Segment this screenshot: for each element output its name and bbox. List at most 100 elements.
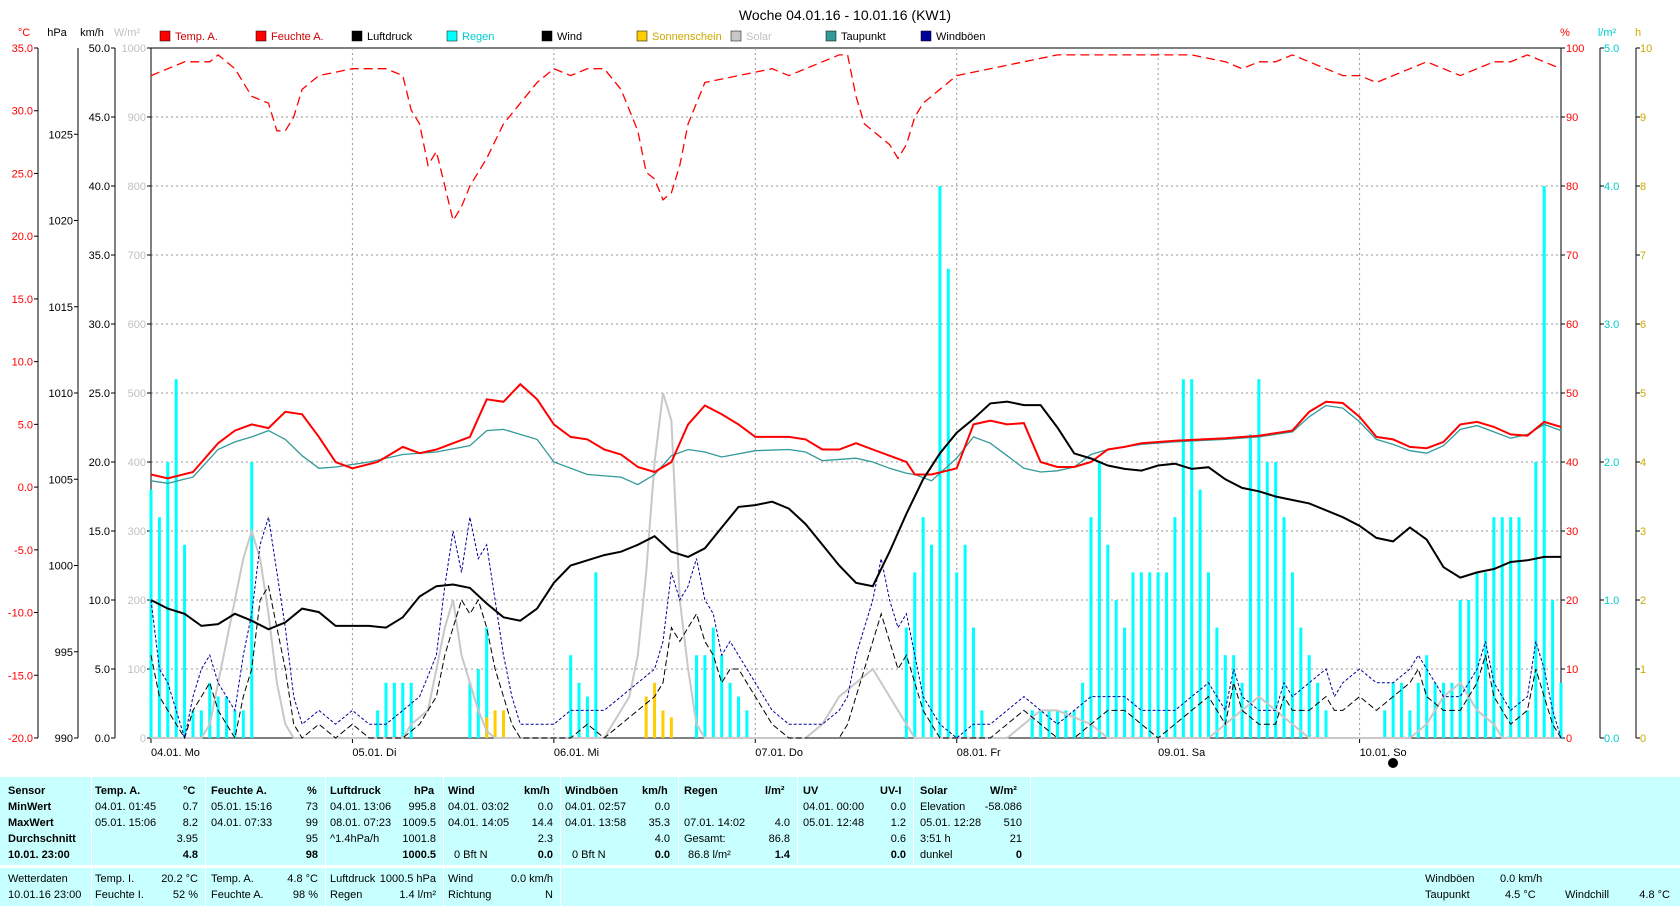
axis-unit-solar_wm2: W/m² xyxy=(114,27,141,39)
rain-bar xyxy=(1467,600,1471,738)
temperature-line xyxy=(150,382,1562,480)
legend-swatch xyxy=(825,30,837,42)
tick-label-sun_h: 5 xyxy=(1640,388,1646,400)
rain-bar xyxy=(1475,572,1479,738)
tick-label-sun_h: 9 xyxy=(1640,112,1646,124)
rain-bar xyxy=(1416,682,1420,738)
rain-bar xyxy=(1064,710,1068,738)
rain-bar xyxy=(174,379,178,738)
stats-panel: Sensor MinWert MaxWert Durchschnitt 10.0… xyxy=(0,777,1680,865)
rain-bar xyxy=(1509,517,1513,738)
rain-bar xyxy=(1307,655,1311,738)
tick-label-temp_c: 35.0 xyxy=(12,43,33,55)
stats-uv-unit: UV-I xyxy=(880,785,902,797)
current-feuchte-a-value: 98 % xyxy=(292,889,318,901)
stats-uv-header: UV xyxy=(803,785,819,797)
current-dewpoint-label: Taupunkt xyxy=(1425,889,1470,901)
tick-label-temp_c: -5.0 xyxy=(14,545,33,557)
stats-wind-now-value: 0.0 xyxy=(537,849,553,861)
rain-bar xyxy=(1123,627,1127,738)
legend-swatch xyxy=(351,30,363,42)
rain-bar xyxy=(191,710,195,738)
tick-label-rain_lm2: 1.0 xyxy=(1604,595,1619,607)
stats-rain-total-text: 86.8 l/m² xyxy=(688,849,731,861)
tick-label-pressure_hpa: 1020 xyxy=(49,216,73,228)
x-tick-label: 10.01. So xyxy=(1360,747,1407,759)
stats-row-label-avg: Durchschnitt xyxy=(8,833,76,845)
legend-label: Feuchte A. xyxy=(271,31,324,43)
tick-label-wind_kmh: 15.0 xyxy=(89,526,110,538)
stats-rain-max-time: 07.01. 14:02 xyxy=(684,817,746,829)
tick-label-sun_h: 1 xyxy=(1640,664,1646,676)
stats-rain-total-value: 86.8 xyxy=(768,833,790,845)
current-dewpoint-value: 4.5 °C xyxy=(1505,889,1536,901)
current-rain-value: 1.4 l/m² xyxy=(399,889,436,901)
rain-bar xyxy=(930,544,934,738)
stats-uv-max-time: 05.01. 12:48 xyxy=(803,817,865,829)
stats-gust-min-time: 04.01. 02:57 xyxy=(565,801,627,813)
wind-line xyxy=(150,584,1562,740)
legend-label: Luftdruck xyxy=(367,31,413,43)
tick-label-temp_c: 10.0 xyxy=(12,357,33,369)
chart-title: Woche 04.01.16 - 10.01.16 (KW1) xyxy=(739,7,951,23)
tick-label-temp_c: -20.0 xyxy=(8,733,33,745)
stats-humidity-max-time: 04.01. 07:33 xyxy=(211,817,273,829)
sunshine-bar xyxy=(502,710,505,738)
rain-bar xyxy=(149,489,153,738)
tick-label-wind_kmh: 20.0 xyxy=(89,457,110,469)
tick-label-wind_kmh: 30.0 xyxy=(89,319,110,331)
rain-bar xyxy=(1215,627,1219,738)
stats-uv-avg-value: 0.6 xyxy=(890,833,906,845)
x-tick-label: 06.01. Mi xyxy=(554,747,599,759)
tick-label-humidity_pct: 50 xyxy=(1566,388,1578,400)
stats-humidity-now-value: 98 xyxy=(305,849,318,861)
tick-label-wind_kmh: 50.0 xyxy=(89,43,110,55)
left-axes: 35.0 30.0 25.0 20.0 15.0 10.0 5.0 0.0 -5.0 -10.0 -… xyxy=(8,43,152,745)
rain-bar xyxy=(1223,655,1227,738)
rain-bar xyxy=(703,655,707,738)
rain-bar xyxy=(913,572,917,738)
stats-solar-dark-label: dunkel xyxy=(920,849,953,861)
current-timestamp: 10.01.16 23:00 xyxy=(8,889,82,901)
stats-uv-max-value: 1.2 xyxy=(890,817,906,829)
rain-bar xyxy=(1290,572,1294,738)
rain-bar xyxy=(1089,517,1093,738)
stats-humidity-avg-value: 95 xyxy=(305,833,318,845)
tick-label-solar_wm2: 0 xyxy=(140,733,146,745)
rain-bar xyxy=(1534,462,1538,738)
rain-bar xyxy=(468,682,472,738)
stats-wind-max-time: 04.01. 14:05 xyxy=(448,817,510,829)
tick-label-humidity_pct: 40 xyxy=(1566,457,1578,469)
rain-bar xyxy=(384,682,388,738)
axis-unit-temp_c: °C xyxy=(18,27,30,39)
tick-label-pressure_hpa: 1010 xyxy=(49,388,73,400)
x-tick-label: 08.01. Fr xyxy=(957,747,1001,759)
sunshine-bar xyxy=(661,710,665,738)
rain-bar xyxy=(1165,572,1169,738)
current-windchill-value: 4.8 °C xyxy=(1639,889,1670,901)
tick-label-temp_c: 0.0 xyxy=(18,482,33,494)
x-tick-label: 04.01. Mo xyxy=(151,747,200,759)
rain-bar xyxy=(208,682,212,738)
rain-bar xyxy=(577,682,581,738)
current-label: Wetterdaten xyxy=(8,873,68,885)
stats-humidity-max-value: 99 xyxy=(305,817,318,829)
tick-label-wind_kmh: 40.0 xyxy=(89,181,110,193)
current-temp-a-value: 4.8 °C xyxy=(287,873,318,885)
stats-rain-now-value: 1.4 xyxy=(774,849,790,861)
stats-humidity-header: Feuchte A. xyxy=(211,785,267,797)
stats-uv-now-value: 0.0 xyxy=(890,849,906,861)
sunshine-bar xyxy=(653,682,657,738)
current-feuchte-a-label: Feuchte A. xyxy=(211,889,264,901)
stats-wind-min-time: 04.01. 03:02 xyxy=(448,801,510,813)
moon-phase-icon xyxy=(1388,758,1398,768)
stats-uv-min-value: 0.0 xyxy=(890,801,906,813)
tick-label-temp_c: 15.0 xyxy=(12,294,33,306)
rain-bar xyxy=(1500,517,1504,738)
tick-label-pressure_hpa: 995 xyxy=(55,647,73,659)
rain-bar xyxy=(485,627,489,738)
current-gust-value: 0.0 km/h xyxy=(1500,873,1543,885)
stats-wind-max-value: 14.4 xyxy=(531,817,553,829)
stats-pressure-avg-value: 1001.8 xyxy=(402,833,436,845)
rain-bar xyxy=(1551,600,1555,738)
